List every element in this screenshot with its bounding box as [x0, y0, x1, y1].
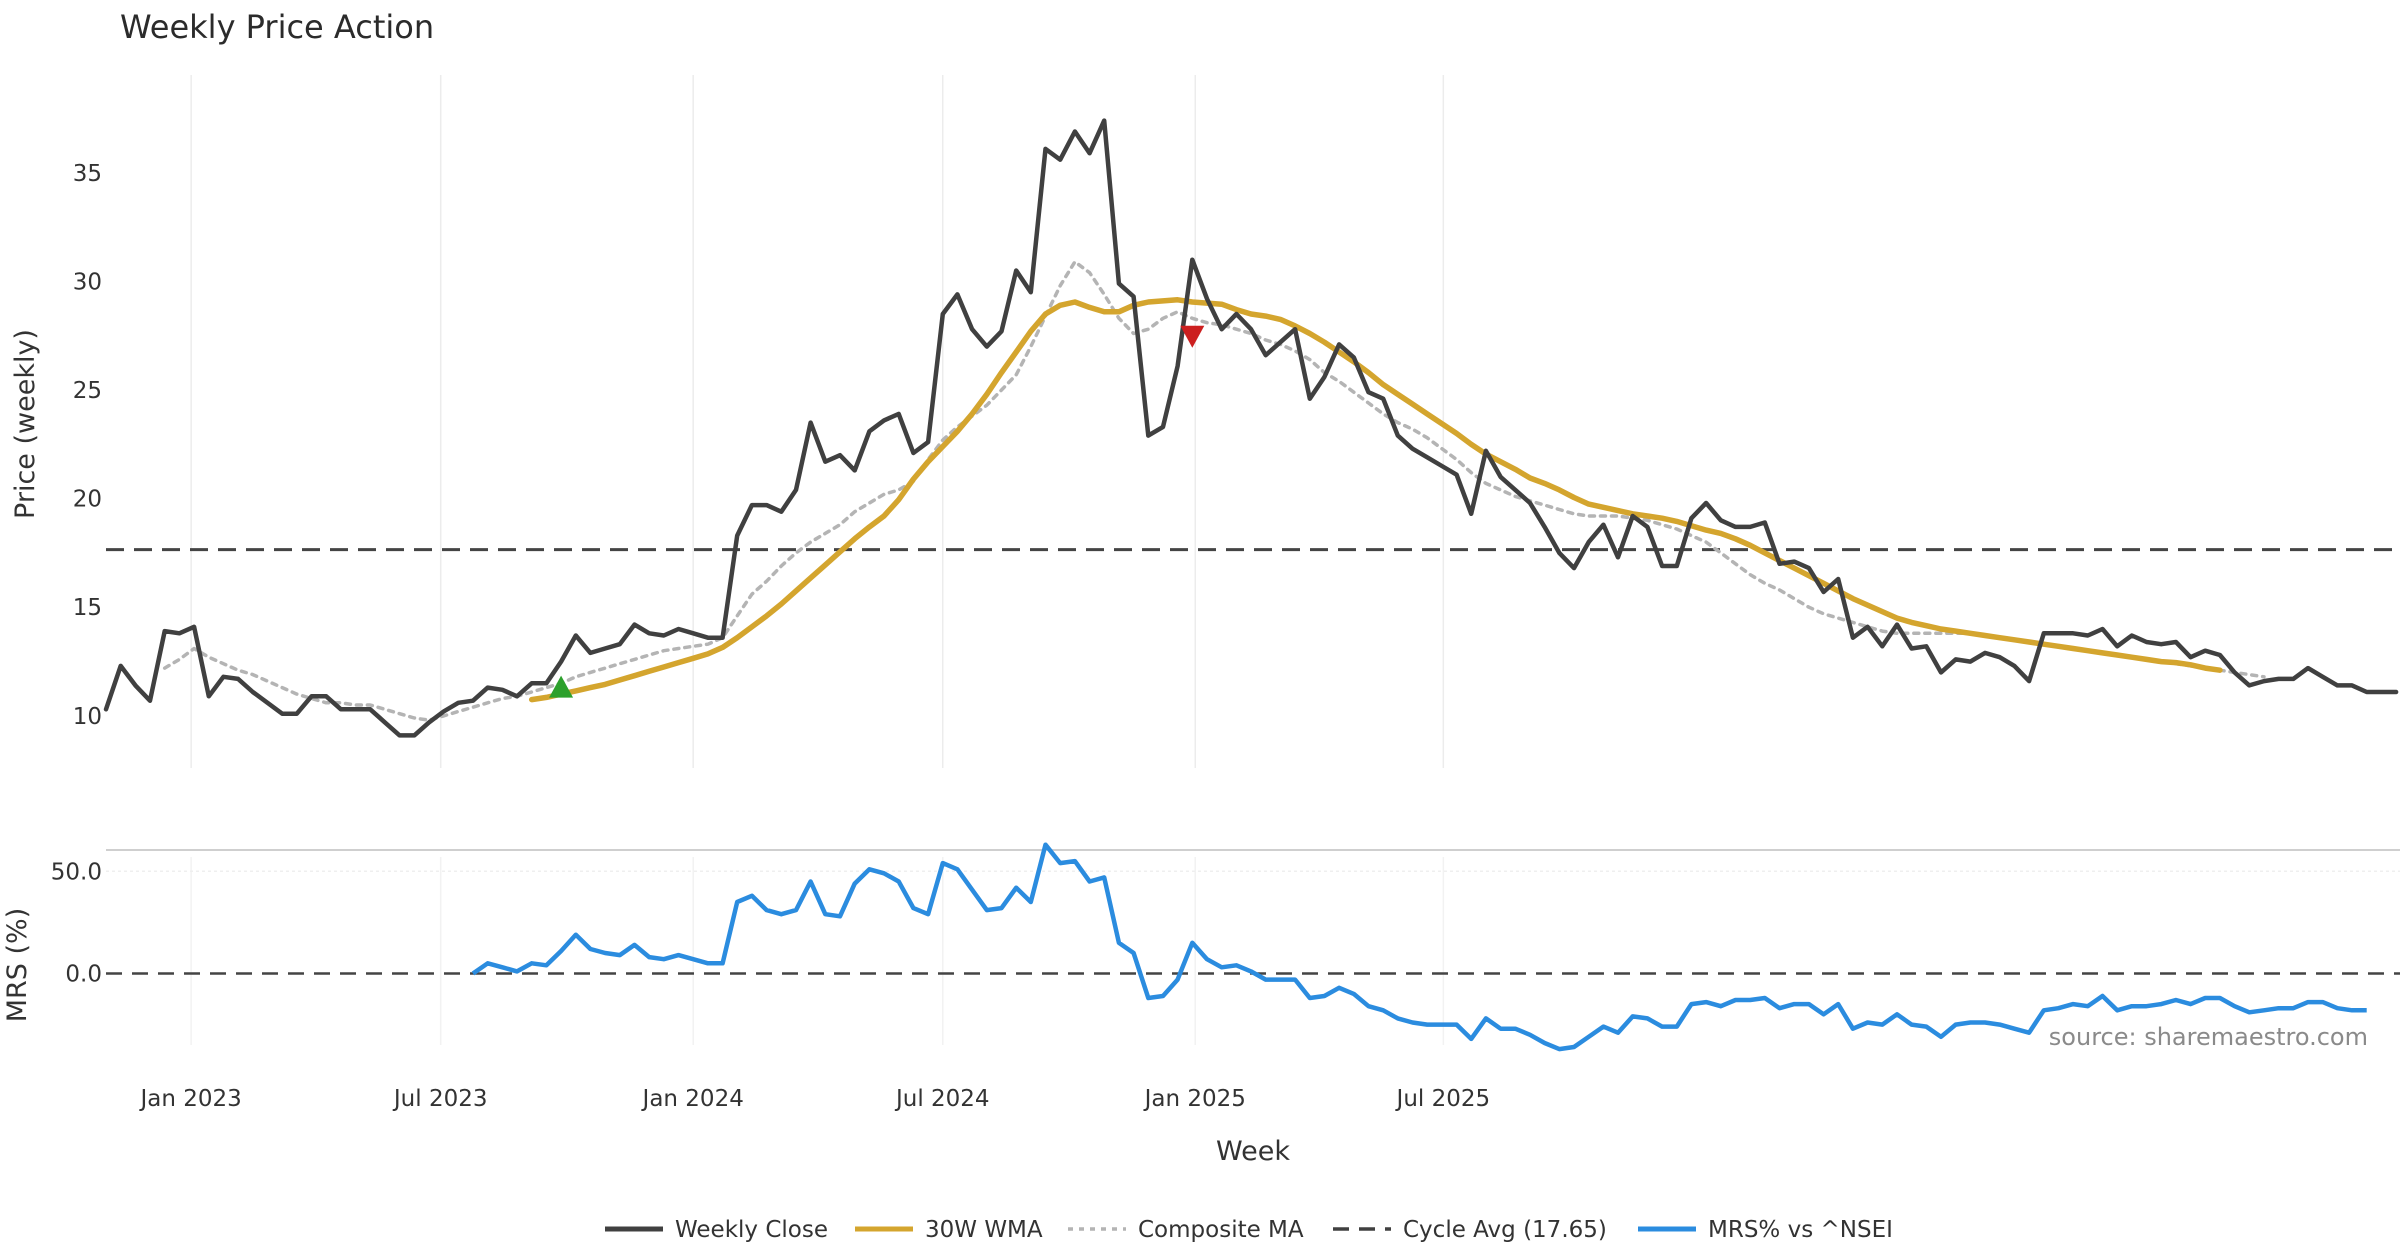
price-y-axis-ticks: 10 15 20 25 30 35	[73, 161, 102, 730]
x-tick-label: Jul 2023	[392, 1086, 488, 1112]
x-tick-label: Jul 2024	[894, 1086, 990, 1112]
mrs-y-axis-title: MRS (%)	[2, 908, 33, 1023]
x-tick-label: Jul 2025	[1395, 1086, 1491, 1112]
composite-ma-line	[162, 260, 2266, 722]
x-tick-label: Jan 2023	[138, 1086, 241, 1112]
x-tick-label: Jan 2025	[1143, 1086, 1246, 1112]
legend-label: MRS% vs ^NSEI	[1708, 1217, 1893, 1243]
x-axis-ticks: Jan 2023 Jul 2023 Jan 2024 Jul 2024 Jan 2025…	[138, 1086, 1490, 1112]
legend-label: Weekly Close	[675, 1217, 828, 1243]
price-series-group	[103, 118, 2399, 738]
mrs-series-group	[471, 842, 2367, 1052]
wma-30w-line	[528, 297, 2223, 703]
signal-markers	[549, 325, 1205, 698]
legend-label: Composite MA	[1138, 1217, 1304, 1243]
price-y-axis-title: Price (weekly)	[10, 329, 41, 519]
price-y-tick-label: 10	[73, 704, 102, 730]
legend-label: Cycle Avg (17.65)	[1403, 1217, 1607, 1243]
price-y-tick-label: 30	[73, 269, 102, 295]
price-y-tick-label: 35	[73, 161, 102, 187]
legend-label: 30W WMA	[925, 1217, 1043, 1243]
price-panel: 10 15 20 25 30 35 Price (weekly)	[10, 75, 2400, 768]
mrs-y-tick-label: 50.0	[51, 859, 102, 885]
buy-signal-marker	[549, 675, 574, 698]
mrs-gridlines	[106, 857, 2400, 1045]
price-vertical-gridlines	[190, 75, 1445, 768]
mrs-y-tick-label: 0.0	[65, 961, 102, 987]
price-y-tick-label: 15	[73, 595, 102, 621]
mrs-y-axis-ticks: 0.0 50.0	[51, 859, 102, 987]
source-note: source: sharemaestro.com	[2049, 1023, 2368, 1051]
sell-signal-marker	[1180, 325, 1205, 348]
legend: Weekly Close 30W WMA Composite MA Cycle Avg…	[605, 1217, 1893, 1243]
x-tick-label: Jan 2024	[641, 1086, 744, 1112]
weekly-close-line	[103, 118, 2399, 738]
chart-title: Weekly Price Action	[120, 8, 434, 46]
mrs-line	[471, 842, 2367, 1052]
mrs-panel: 0.0 50.0 MRS (%) source: sharemaestro.com	[2, 842, 2400, 1052]
x-axis-title: Week	[1216, 1136, 1290, 1167]
price-y-tick-label: 20	[73, 487, 102, 513]
price-y-tick-label: 25	[73, 378, 102, 404]
